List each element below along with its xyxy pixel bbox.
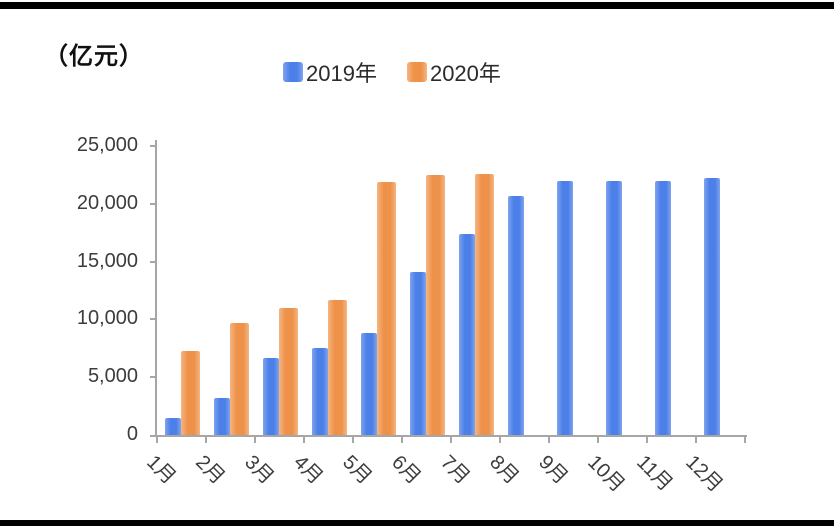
legend-label-2019: 2019年 [306,61,377,86]
x-axis-label-3月: 3月 [240,451,278,489]
y-tick-20000 [150,202,156,205]
x-axis-label-9月: 9月 [534,451,572,489]
x-axis-label-8月: 8月 [485,451,523,489]
bar-2019年-9月 [557,181,573,435]
x-axis-label-1月: 1月 [142,451,180,489]
y-axis-label-20000: 20,000 [76,191,138,214]
bar-2020年-3月 [279,308,298,435]
bar-2020年-5月 [377,182,396,435]
y-axis-label-25000: 25,000 [76,134,138,156]
bar-2019年-5月 [361,333,377,435]
x-axis-line [150,435,747,437]
legend-swatch-2020-icon [406,62,427,82]
x-axis-label-11月: 11月 [632,451,677,496]
legend-swatch-2019-icon [283,62,303,82]
x-tick-2 [254,436,256,443]
bar-2019年-10月 [606,181,622,435]
bar-2020年-6月 [426,175,445,435]
x-tick-8 [548,436,550,443]
x-tick-3 [303,436,305,443]
x-tick-9 [597,436,599,443]
y-axis-line [155,140,157,437]
legend-item-2020: 2020年 [406,56,501,88]
bar-2019年-1月 [165,418,181,435]
x-axis-label-10月: 10月 [583,451,629,497]
y-axis-label-0: 0 [126,423,138,445]
bar-2019年-8月 [508,196,524,435]
bar-2019年-11月 [655,181,671,435]
bar-2019年-3月 [263,358,279,435]
x-tick-6 [450,436,452,443]
x-axis-label-4月: 4月 [289,451,327,489]
y-axis-label-10000: 10,000 [76,307,138,330]
bar-2020年-1月 [181,351,200,435]
x-tick-5 [401,436,403,443]
x-tick-7 [499,436,501,443]
top-border-rule [0,2,834,9]
y-axis-unit-label: （亿元） [44,41,144,70]
bottom-border-rule [0,520,834,526]
bar-2019年-2月 [214,398,230,435]
x-axis-label-5月: 5月 [338,451,376,489]
x-tick-11 [695,436,697,443]
bar-2020年-2月 [230,323,249,435]
bar-2020年-4月 [328,300,347,435]
bar-2019年-12月 [704,178,720,435]
bar-2019年-7月 [459,234,475,435]
x-axis-label-2月: 2月 [191,451,229,489]
bar-2020年-7月 [475,174,494,435]
y-tick-15000 [150,260,156,263]
y-axis-label-15000: 15,000 [76,249,138,272]
bar-2019年-4月 [312,348,328,435]
y-tick-25000 [150,145,156,147]
x-axis-label-7月: 7月 [436,451,474,489]
x-tick-12 [744,436,746,443]
x-tick-0 [156,436,158,443]
legend-item-2019: 2019年 [283,56,377,88]
x-tick-1 [205,436,207,443]
x-axis-label-12月: 12月 [681,451,727,497]
y-axis-label-5000: 5,000 [87,365,138,388]
x-axis-label-6月: 6月 [387,451,425,489]
x-tick-10 [646,436,648,443]
legend: 2019年 2020年 [283,56,501,88]
legend-label-2020: 2020年 [429,61,501,86]
x-tick-4 [352,436,354,443]
bar-2019年-6月 [410,272,426,435]
y-tick-10000 [150,318,156,321]
y-tick-5000 [150,376,156,379]
